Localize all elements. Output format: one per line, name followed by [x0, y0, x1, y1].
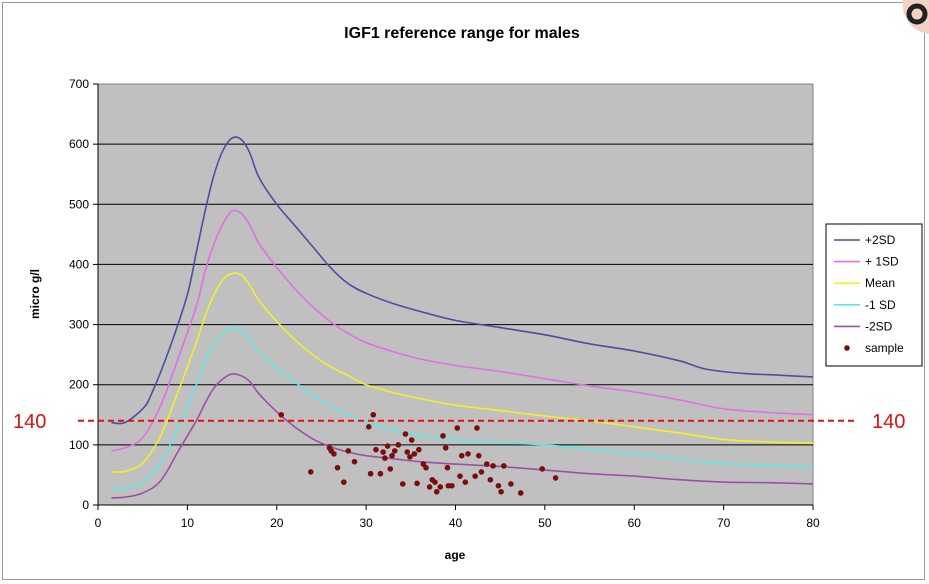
y-axis-label: micro g/l	[28, 269, 42, 319]
legend: +2SD + 1SD Mean -1 SD -2SD sample	[825, 223, 923, 367]
sample-point	[408, 437, 415, 443]
legend-label-sample: sample	[865, 341, 904, 355]
sample-point	[340, 479, 347, 485]
sample-point	[508, 481, 514, 487]
sample-point	[377, 470, 384, 477]
y-tick-label: 0	[82, 498, 89, 512]
x-tick-label: 30	[359, 516, 373, 530]
sample-point	[500, 463, 507, 469]
y-tick-label: 200	[69, 378, 89, 392]
sample-point	[407, 454, 413, 460]
sample-point	[366, 424, 372, 430]
x-tick-label: 60	[628, 516, 642, 530]
sample-point	[478, 469, 485, 475]
sample-point	[442, 445, 449, 451]
threshold-label-right: 140	[872, 411, 905, 433]
sample-point	[389, 452, 395, 459]
sample-point	[384, 443, 391, 449]
series-line-plus2sd	[111, 136, 814, 425]
sample-point	[539, 466, 545, 472]
sample-point	[472, 473, 478, 479]
sample-point	[437, 484, 444, 490]
sample-point	[432, 479, 438, 485]
sample-point	[426, 484, 433, 490]
y-tick-label: 400	[69, 257, 89, 271]
x-tick-label: 70	[717, 516, 731, 530]
sample-point	[483, 461, 490, 467]
chart-title: IGF1 reference range for males	[344, 25, 580, 42]
sample-point	[387, 466, 394, 472]
legend-label-plus2sd: +2SD	[865, 233, 896, 247]
sample-point	[351, 458, 358, 465]
sample-point	[458, 452, 465, 459]
sample-point	[416, 446, 422, 453]
sample-point	[391, 448, 398, 454]
sample-point	[440, 433, 446, 439]
sample-point	[399, 481, 406, 487]
sample-point	[331, 451, 337, 457]
threshold-label-left: 140	[13, 411, 46, 433]
annotation-layer: 140 140	[13, 411, 905, 433]
y-tick-label: 700	[69, 77, 89, 91]
x-tick-label: 10	[181, 516, 195, 530]
sample-point	[370, 411, 377, 418]
sample-point	[423, 464, 429, 471]
sample-point	[517, 490, 524, 496]
sample-point	[411, 451, 418, 457]
sample-point	[373, 446, 379, 453]
sample-point	[465, 451, 471, 457]
sample-point	[402, 431, 409, 437]
x-axis-label: age	[445, 548, 466, 562]
sample-point	[334, 464, 341, 471]
x-tick-label: 20	[270, 516, 284, 530]
x-tick-label: 40	[449, 516, 463, 530]
legend-swatch-sample	[844, 345, 850, 351]
series-line-minus2sd	[111, 372, 814, 499]
sample-point	[475, 452, 482, 459]
sample-point	[454, 425, 461, 431]
legend-label-minus2sd: -2SD	[865, 319, 893, 333]
sample-point	[444, 464, 451, 471]
y-tick-label: 500	[69, 197, 89, 211]
sample-point	[449, 482, 455, 489]
x-tick-label: 50	[538, 516, 552, 530]
sample-point	[404, 449, 411, 455]
sample-point	[380, 449, 386, 455]
sample-point	[462, 479, 469, 485]
legend-label-mean: Mean	[865, 276, 895, 290]
sample-point	[495, 482, 502, 489]
sample-point	[345, 448, 352, 454]
y-tick-label: 300	[69, 318, 89, 332]
corner-logo-icon	[902, 0, 929, 34]
x-tick-label: 0	[95, 516, 102, 530]
plot-layer: 0 100 200 300 400 500 600 700 0 10 20 30 40 50 60 70 80	[69, 77, 820, 530]
sample-point	[552, 475, 559, 481]
sample-point	[487, 476, 494, 483]
y-tick-label: 600	[69, 137, 89, 151]
legend-label-plus1sd: + 1SD	[865, 255, 899, 269]
sample-point	[367, 470, 374, 477]
sample-point	[307, 469, 314, 475]
sample-point	[490, 463, 496, 469]
sample-point	[457, 473, 463, 479]
sample-point	[474, 425, 480, 431]
sample-point	[498, 488, 504, 495]
x-tick-label: 80	[806, 516, 820, 530]
series-line-plus1sd	[111, 209, 814, 452]
legend-box	[825, 223, 923, 367]
sample-point	[395, 442, 402, 448]
series-line-minus1sd	[111, 327, 814, 490]
sample-point	[433, 488, 440, 495]
y-tick-label: 100	[69, 438, 89, 452]
sample-point	[414, 480, 420, 487]
plot-area	[97, 83, 814, 506]
sample-point	[278, 411, 285, 418]
legend-label-minus1sd: -1 SD	[865, 298, 896, 312]
sample-point	[382, 455, 388, 461]
